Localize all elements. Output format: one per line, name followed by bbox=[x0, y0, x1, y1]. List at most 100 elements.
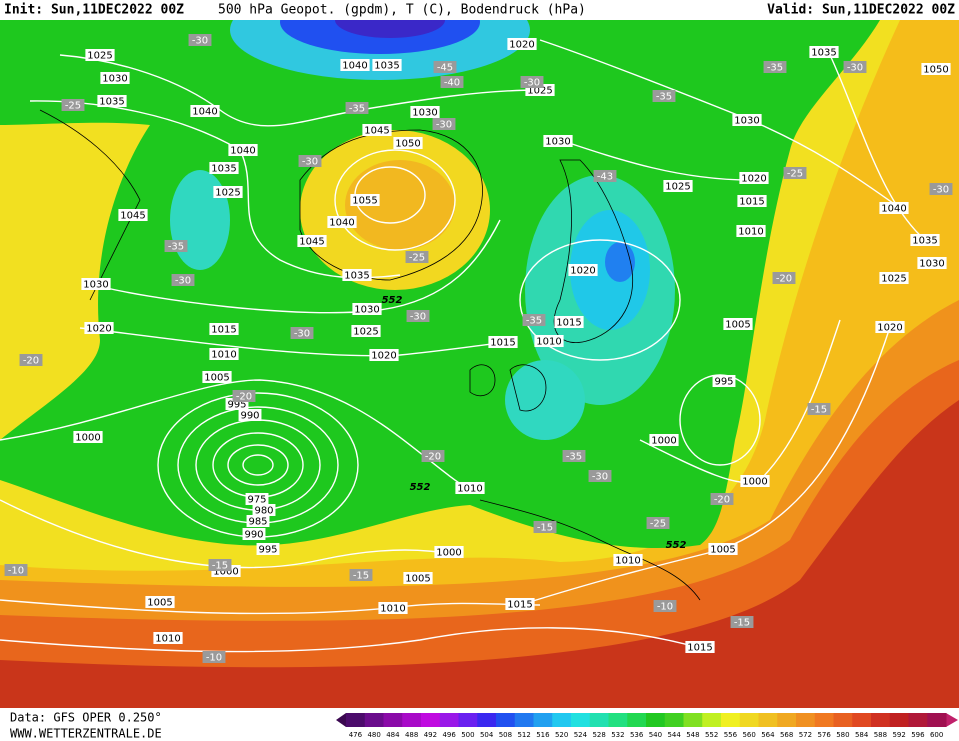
temperature-label-box bbox=[232, 390, 256, 402]
isobar-label-box bbox=[327, 216, 357, 228]
isobar-label-box bbox=[252, 504, 276, 516]
isobar-label-box bbox=[190, 105, 220, 117]
isobar-label-box bbox=[297, 235, 327, 247]
temperature-label: -10 bbox=[657, 602, 673, 613]
colorbar-swatch bbox=[383, 713, 403, 727]
temperature-label-box bbox=[772, 272, 796, 284]
isobar-label: 1045 bbox=[364, 126, 389, 137]
colorbar-swatch bbox=[814, 713, 834, 727]
isobar-label: 1010 bbox=[536, 337, 561, 348]
isobar-label-box bbox=[917, 257, 947, 269]
temperature-label: -30 bbox=[410, 312, 426, 323]
temperature-label-box bbox=[593, 170, 617, 182]
isobar-label-box bbox=[910, 234, 940, 246]
isobar-label: 1050 bbox=[395, 139, 420, 150]
isobar-label-box bbox=[97, 95, 127, 107]
isobar-label: 1045 bbox=[299, 237, 324, 248]
isobar-label-box bbox=[723, 318, 753, 330]
colorbar-swatch bbox=[439, 713, 459, 727]
isobar-label: 1025 bbox=[527, 86, 552, 97]
isobar-label: 1015 bbox=[490, 338, 515, 349]
isobar-label-box bbox=[708, 543, 738, 555]
temperature-label-box bbox=[202, 651, 226, 663]
temperature-label-box bbox=[520, 76, 544, 88]
colorbar-swatch bbox=[852, 713, 872, 727]
colorbar-low-end bbox=[336, 713, 346, 727]
isobar-label: 1020 bbox=[877, 323, 902, 334]
temperature-label: -43 bbox=[597, 172, 613, 183]
temperature-label: -35 bbox=[767, 63, 783, 74]
isobar-label-box bbox=[246, 515, 270, 527]
isobar-label: 1010 bbox=[155, 634, 180, 645]
isobar-label-box bbox=[228, 144, 258, 156]
colorbar-tick-label: 532 bbox=[611, 731, 624, 739]
temperature-label: -30 bbox=[192, 36, 208, 47]
colorbar-tick-label: 524 bbox=[574, 731, 588, 739]
isobar-label-box bbox=[256, 543, 280, 555]
isobar-label: 1035 bbox=[211, 164, 236, 175]
isobar-label: 1030 bbox=[412, 108, 437, 119]
isobar-label: 1015 bbox=[687, 643, 712, 654]
colorbar-swatch bbox=[571, 713, 591, 727]
colorbar-tick-label: 584 bbox=[855, 731, 869, 739]
isobar-label-box bbox=[84, 322, 114, 334]
isobar-label: 1055 bbox=[352, 196, 377, 207]
temperature-label: -25 bbox=[787, 169, 803, 180]
isobar-label-box bbox=[488, 336, 518, 348]
isobar-label: 1010 bbox=[380, 604, 405, 615]
isobar-label-box bbox=[352, 303, 382, 315]
temperature-label: -20 bbox=[23, 356, 39, 367]
isobar-label: 995 bbox=[227, 400, 246, 411]
colorbar-swatch bbox=[646, 713, 666, 727]
colorbar-swatch bbox=[739, 713, 759, 727]
isobar-label: 1015 bbox=[507, 600, 532, 611]
isobar-label-box bbox=[242, 528, 266, 540]
colorbar-swatch bbox=[458, 713, 478, 727]
isobar-label: 1005 bbox=[147, 598, 172, 609]
colorbar-tick-label: 512 bbox=[517, 731, 530, 739]
temperature-label-box bbox=[646, 517, 670, 529]
temperature-label: -30 bbox=[294, 329, 310, 340]
colorbar-swatch bbox=[683, 713, 703, 727]
colorbar-swatch bbox=[364, 713, 384, 727]
isobar-label-box bbox=[543, 135, 573, 147]
temperature-label: -25 bbox=[650, 519, 666, 530]
colorbar-tick-label: 568 bbox=[780, 731, 793, 739]
temperature-label-box bbox=[405, 251, 429, 263]
isobar-label: 1020 bbox=[570, 266, 595, 277]
colorbar-swatch bbox=[552, 713, 572, 727]
isobar-label-box bbox=[403, 572, 433, 584]
isobar-label-box bbox=[153, 632, 183, 644]
isobar-label-box bbox=[209, 348, 239, 360]
temperature-label-box bbox=[345, 102, 369, 114]
isobar-label: 995 bbox=[258, 545, 277, 556]
isobar-label: 1045 bbox=[120, 211, 145, 222]
isobar-label: 1025 bbox=[881, 274, 906, 285]
colorbar: 476 480 484 488 492 496 500 504 508 512 516 520 524 5… bbox=[346, 713, 947, 739]
isobar-label-box bbox=[209, 162, 239, 174]
isobar-label: 1035 bbox=[811, 48, 836, 59]
temperature-label: -20 bbox=[776, 274, 792, 285]
isobar-label-box bbox=[369, 349, 399, 361]
colorbar-tick-label: 548 bbox=[686, 731, 699, 739]
isobar-label: 990 bbox=[240, 411, 259, 422]
colorbar-tick-label: 596 bbox=[911, 731, 925, 739]
colorbar-swatch bbox=[721, 713, 741, 727]
isobar-label: 1040 bbox=[342, 61, 367, 72]
isobar-label-box bbox=[372, 59, 402, 71]
isobar-label: 1035 bbox=[912, 236, 937, 247]
isobar-label: 1015 bbox=[556, 318, 581, 329]
isobar-label-box bbox=[921, 63, 951, 75]
colorbar-tick-label: 476 bbox=[349, 731, 363, 739]
colorbar-high-end bbox=[946, 713, 958, 727]
isobar-label: 1005 bbox=[405, 574, 430, 585]
colorbar-swatch bbox=[777, 713, 797, 727]
isobar-label-box bbox=[118, 209, 148, 221]
isobar-label: 1000 bbox=[742, 477, 767, 488]
temperature-label-box bbox=[188, 34, 212, 46]
isobar-label-box bbox=[732, 114, 762, 126]
isobar-label-box bbox=[351, 325, 381, 337]
isobar-label: 1030 bbox=[734, 116, 759, 127]
isobar-label-box bbox=[378, 602, 408, 614]
temperature-label-box bbox=[164, 240, 188, 252]
